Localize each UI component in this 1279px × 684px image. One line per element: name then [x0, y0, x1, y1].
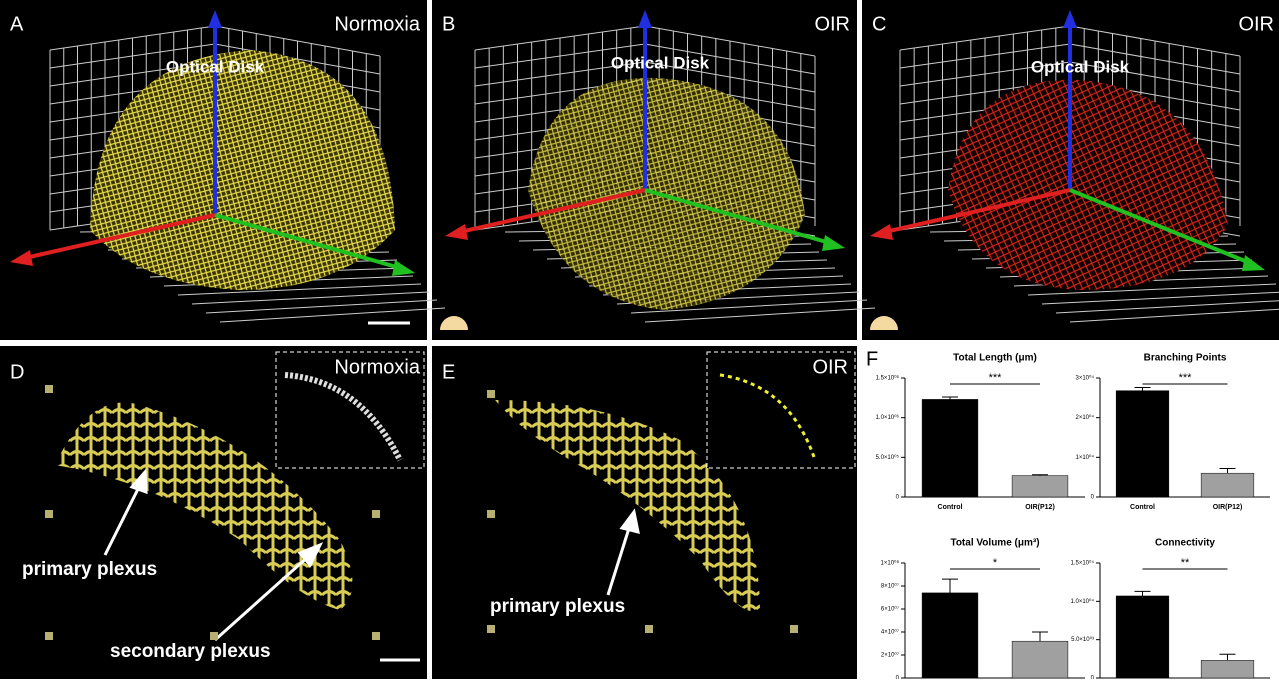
error-bar	[1032, 632, 1048, 641]
bar	[1116, 391, 1169, 497]
x-tick-label: OIR(P12)	[1025, 504, 1055, 511]
condition: Normoxia	[334, 356, 420, 378]
error-bar	[1135, 388, 1151, 391]
chart-title: Connectivity	[1155, 538, 1215, 549]
x-tick-label: Control	[938, 504, 963, 511]
significance: *	[993, 557, 998, 569]
bar	[922, 593, 978, 678]
condition: OIR	[812, 356, 848, 378]
panel-letter: F	[866, 348, 878, 370]
figure: A Normoxia Optical Disk B OIR Optical Di…	[0, 0, 1279, 679]
bar	[922, 399, 978, 497]
chart-title: Branching Points	[1144, 353, 1227, 364]
bar	[1012, 641, 1068, 678]
significance: ***	[989, 372, 1003, 384]
bar	[1012, 476, 1068, 497]
y-tick-label: 2×10⁰⁷	[881, 652, 899, 659]
annotation: primary plexus	[22, 559, 157, 580]
condition: Normoxia	[334, 13, 420, 35]
annotation: secondary plexus	[110, 641, 271, 662]
chart-title: Total Volume (μm³)	[950, 538, 1039, 549]
panel-letter: A	[10, 13, 24, 35]
panel-letter: D	[10, 361, 24, 383]
y-tick-label: 0	[1091, 495, 1095, 501]
y-tick-label: 1.0×10⁰⁴	[1070, 598, 1094, 605]
condition: OIR	[1238, 13, 1274, 35]
condition: OIR	[814, 13, 850, 35]
error-bar	[942, 397, 958, 399]
y-tick-label: 1.0×10⁰⁶	[876, 414, 900, 421]
x-tick-label: OIR(P12)	[1213, 504, 1243, 511]
chart-title: Total Length (μm)	[953, 353, 1037, 364]
y-tick-label: 5.0×10⁰³	[1071, 636, 1094, 643]
y-tick-label: 1.5×10⁰⁶	[876, 375, 900, 382]
panel-letter: C	[872, 13, 886, 35]
y-tick-label: 5.0×10⁰⁵	[876, 454, 900, 461]
landmark: Optical Disk	[166, 57, 265, 76]
y-tick-label: 0	[896, 676, 900, 679]
y-tick-label: 1.5×10⁰⁴	[1070, 560, 1094, 567]
y-tick-label: 6×10⁰⁷	[881, 606, 899, 613]
y-tick-label: 1×10⁰⁸	[881, 560, 900, 567]
y-tick-label: 8×10⁰⁷	[881, 583, 899, 590]
y-tick-label: 0	[896, 495, 900, 501]
error-bar	[1220, 654, 1236, 660]
significance: ***	[1179, 372, 1193, 384]
y-tick-label: 2×10⁰⁴	[1076, 414, 1095, 421]
y-tick-label: 0	[1091, 676, 1095, 679]
bar	[1201, 660, 1254, 678]
y-tick-label: 3×10⁰⁴	[1076, 375, 1095, 382]
bar	[1201, 473, 1254, 497]
x-tick-label: Control	[1130, 504, 1155, 511]
y-tick-label: 1×10⁰⁴	[1076, 454, 1095, 461]
panel-letter: E	[442, 361, 455, 383]
error-bar	[1135, 591, 1151, 596]
annotation: primary plexus	[490, 596, 625, 617]
bar	[1116, 596, 1169, 678]
error-bar	[1220, 468, 1236, 473]
panel-letter: B	[442, 13, 455, 35]
significance: **	[1181, 557, 1190, 569]
error-bar	[942, 579, 958, 593]
landmark: Optical Disk	[611, 53, 710, 72]
y-tick-label: 4×10⁰⁷	[881, 629, 899, 636]
landmark: Optical Disk	[1031, 57, 1130, 76]
